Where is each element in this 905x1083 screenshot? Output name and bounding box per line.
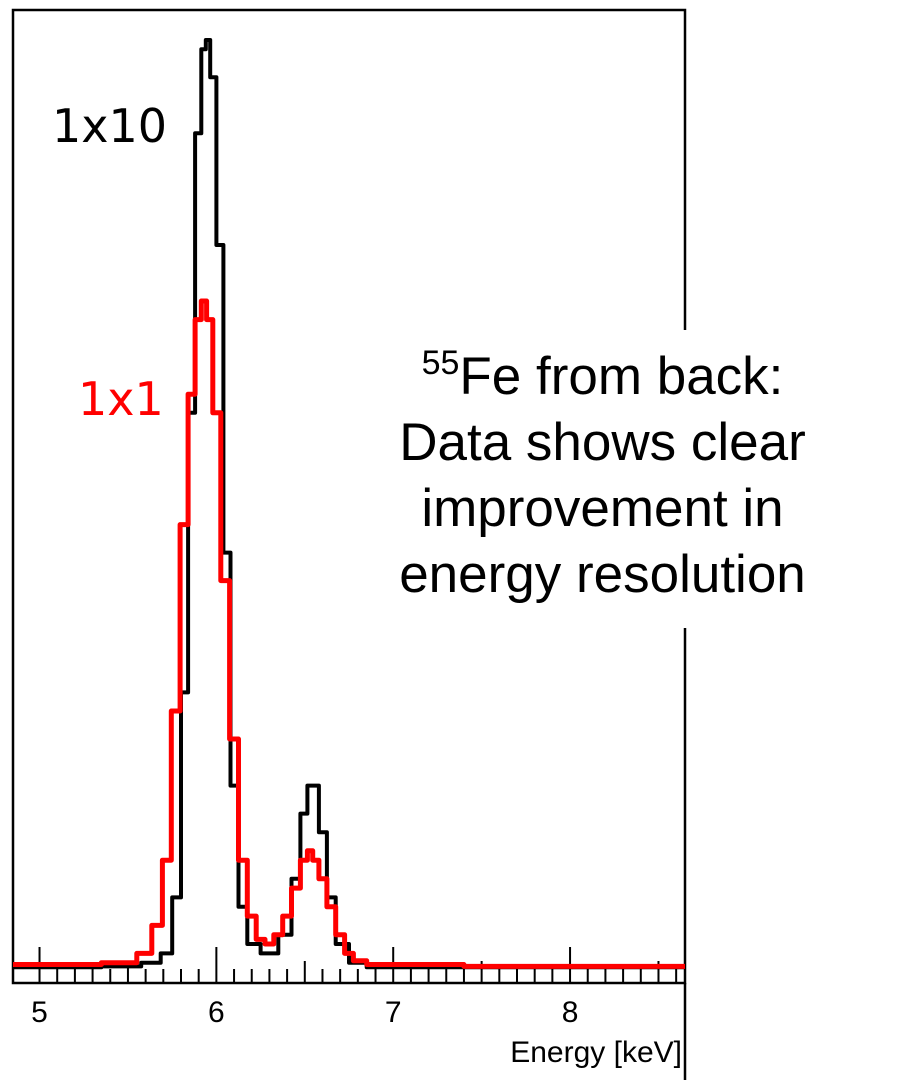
series-label-1x10: 1x10 bbox=[52, 99, 167, 153]
series-layer bbox=[13, 38, 685, 970]
annotation-line-3: improvement in bbox=[421, 479, 784, 538]
x-tick-label: 8 bbox=[562, 996, 579, 1029]
x-tick-label: 6 bbox=[208, 996, 225, 1029]
x-tick-label: 7 bbox=[385, 996, 402, 1029]
isotope-mass-number: 55 bbox=[421, 344, 460, 382]
annotation-line-1-text: Fe from back: bbox=[459, 347, 784, 406]
annotation-line-4: energy resolution bbox=[399, 545, 806, 604]
x-axis-label: Energy [keV] bbox=[510, 1036, 682, 1069]
x-tick-label: 5 bbox=[31, 996, 48, 1029]
series-label-1x1: 1x1 bbox=[78, 372, 164, 426]
series-line-1x1 bbox=[13, 298, 685, 969]
annotation-line-1: 55Fe from back: bbox=[300, 344, 905, 410]
series-line-1x10 bbox=[13, 38, 685, 970]
annotation-line-2: Data shows clear bbox=[399, 413, 806, 472]
annotation-box: 55Fe from back: Data shows clear improve… bbox=[300, 330, 905, 628]
x-axis-tick-labels: 5 6 7 8 bbox=[31, 996, 578, 1029]
